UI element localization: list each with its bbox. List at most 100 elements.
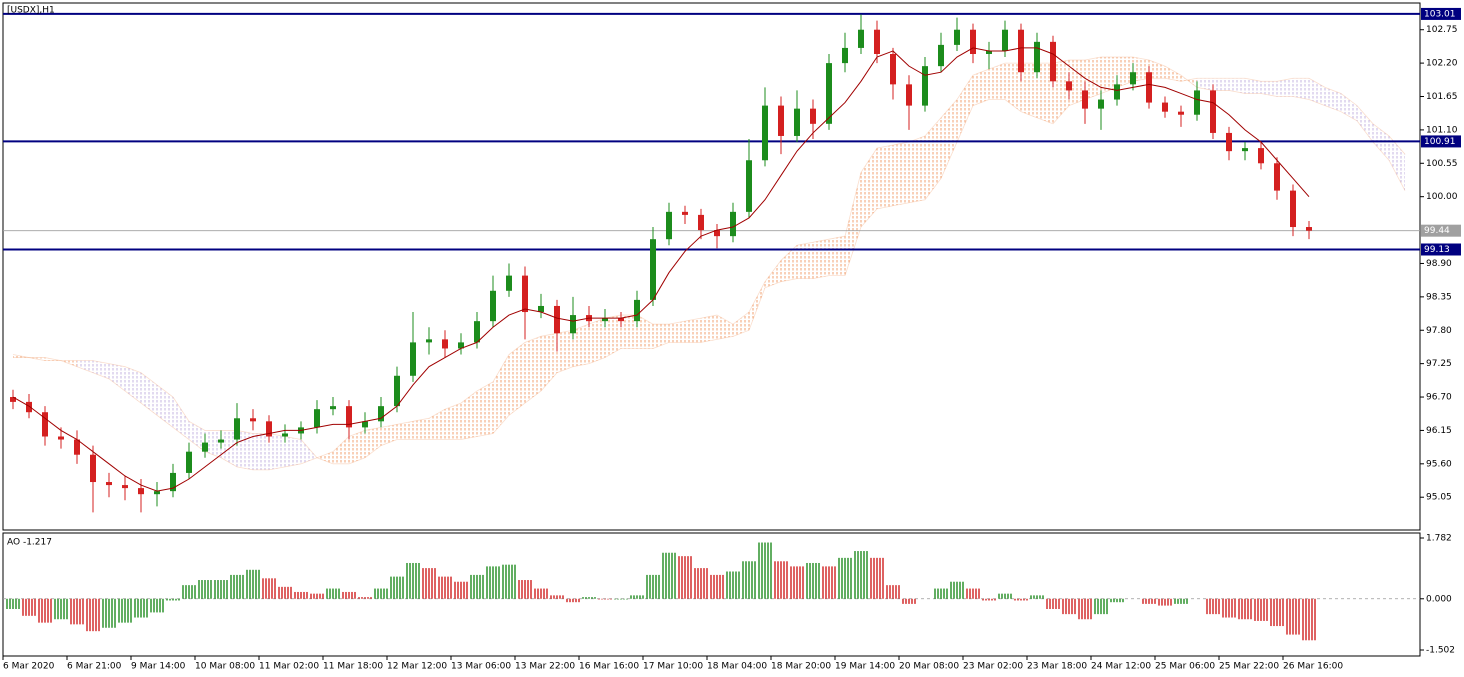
y-tick-label: 97.25 [1426,359,1452,369]
cloud-segment [701,315,717,343]
cloud-segment [1053,60,1069,124]
candle-body [1306,227,1312,231]
cloud-segment [781,245,797,282]
candle-body [346,406,352,428]
candle-body [1114,84,1120,100]
candle-body [1130,72,1136,85]
cloud-segment [125,366,141,404]
cloud-segment [1101,57,1117,94]
y-tick-label: 95.60 [1426,459,1452,469]
cloud-edge [12,56,1406,471]
cloud-segment [1149,60,1165,79]
cloud-segment [1165,66,1181,82]
cloud-segment [845,172,861,276]
candle-body [74,439,80,455]
cloud-segment [1261,81,1277,97]
x-tick-label: 6 Mar 2020 [3,662,55,672]
indicator-title: AO -1.217 [7,538,52,548]
cloud-segment [1341,93,1357,121]
candle-body [458,342,464,349]
candle-body [666,211,672,240]
candle-body [250,418,256,422]
x-tick-label: 19 Mar 14:00 [835,662,895,672]
candle-body [1146,72,1152,103]
candle-body [122,485,128,489]
cloud-segment [1277,78,1293,97]
candle-body [282,433,288,437]
cloud-segment [1021,63,1037,118]
level-box [1421,7,1461,20]
candle-body [394,375,400,407]
x-tick-label: 24 Mar 12:00 [1091,662,1151,672]
cloud-segment [621,315,637,349]
cloud-segment [669,321,685,343]
ao-panel [2,532,1421,657]
level-label: 99.13 [1424,245,1450,255]
y-tick-label: 101.65 [1426,92,1458,102]
candle-body [106,482,112,486]
candle-body [794,108,800,136]
candle-body [746,160,752,212]
candle-body [330,406,336,410]
candle-body [186,451,192,473]
cloud-segment [605,315,621,358]
cloud-segment [877,145,893,209]
candle-body [650,239,656,300]
candle-body [1290,190,1296,228]
cloud-segment [445,403,461,440]
cloud-segment [509,342,525,416]
main-panel [2,2,1421,531]
cloud-segment [1325,87,1341,112]
candle-body [778,105,784,136]
cloud-segment [1213,78,1229,91]
candle-body [762,105,768,161]
y-tick-label: 101.10 [1426,125,1458,135]
cloud-segment [365,427,381,458]
cloud-segment [317,451,333,464]
cloud-segment [1309,78,1325,106]
candle-body [378,406,384,422]
x-tick-label: 23 Mar 02:00 [963,662,1023,672]
x-tick-label: 13 Mar 22:00 [515,662,575,672]
candle-body [362,421,368,428]
cloud-segment [909,135,925,203]
cloud-segment [541,333,557,391]
candle-body [1162,102,1168,112]
x-tick-label: 23 Mar 18:00 [1027,662,1087,672]
cloud-segment [557,330,573,373]
cloud-segment [1117,57,1133,88]
x-tick-label: 6 Mar 21:00 [67,662,122,672]
y-tick-label: -1.502 [1426,645,1455,655]
level-box [1421,243,1461,256]
cloud-segment [253,433,269,470]
cloud-segment [93,360,109,379]
candle-body [490,290,496,322]
y-tick-label: 96.70 [1426,393,1452,403]
candle-body [1242,148,1248,152]
candle-body [714,230,720,237]
x-tick-label: 11 Mar 02:00 [259,662,319,672]
candle-body [218,439,224,443]
candle-body [506,275,512,291]
cloud-segment [525,336,541,404]
candle-body [426,339,432,343]
candle-body [522,275,528,313]
cloud-segment [493,354,509,434]
candle-body [922,66,928,106]
cloud-segment [301,439,317,464]
candle-body [1034,41,1040,73]
cloud-segment [1133,57,1149,82]
cloud-segment [1389,135,1405,191]
candle-body [442,339,448,349]
y-tick-label: 98.90 [1426,259,1452,269]
x-tick-label: 10 Mar 08:00 [195,662,255,672]
cloud-segment [397,421,413,440]
y-tick-label: 100.00 [1426,192,1458,202]
last-price-box [1421,224,1461,237]
candle-body [890,54,896,85]
candle-body [538,305,544,313]
x-tick-label: 16 Mar 16:00 [579,662,639,672]
cloud-segment [653,324,669,349]
cloud-segment [861,148,877,228]
